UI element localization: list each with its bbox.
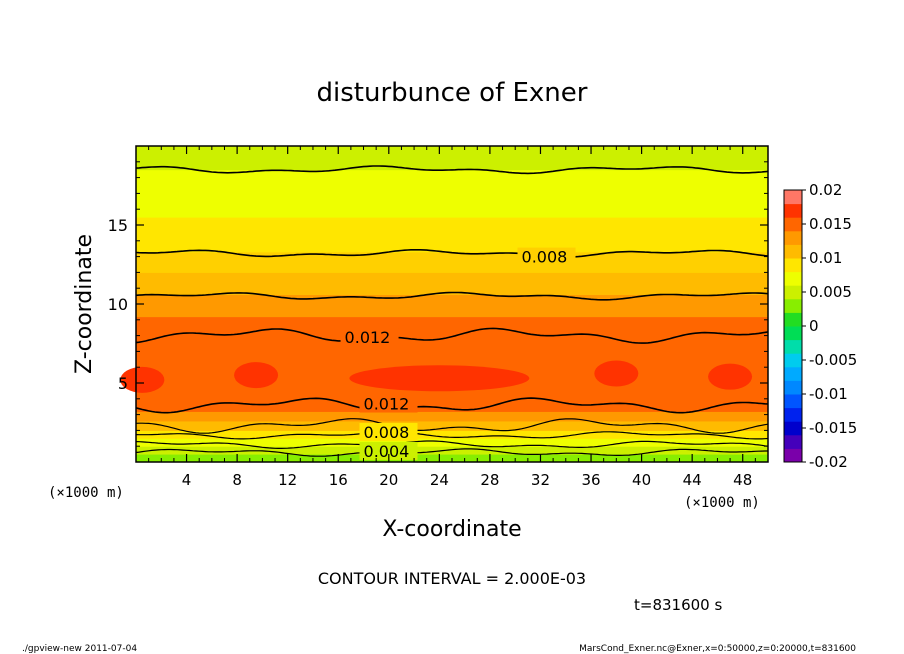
colorbar-swatch	[784, 434, 802, 449]
x-tick-label: 24	[430, 471, 449, 489]
contour-line	[135, 165, 769, 175]
contour-band	[136, 169, 768, 218]
colorbar-swatch	[784, 380, 802, 395]
x-tick-label: 12	[278, 471, 297, 489]
colorbar-swatch	[784, 244, 802, 259]
colorbar-swatch	[784, 190, 802, 205]
contour-line	[135, 397, 769, 414]
colorbar-swatch	[784, 217, 802, 232]
colorbar-swatch	[784, 312, 802, 327]
colorbar-label: -0.02	[809, 453, 848, 471]
footer-right: MarsCond_Exner.nc@Exner,x=0:50000,z=0:20…	[579, 644, 856, 654]
colorbar-label: -0.015	[809, 419, 857, 437]
contour-band	[136, 272, 768, 296]
contour-label-bg	[359, 441, 418, 460]
colorbar-swatch	[784, 366, 802, 381]
contour-label: 0.008	[364, 423, 410, 442]
colorbar-swatch	[784, 203, 802, 218]
contour-label: 0.008	[522, 248, 568, 267]
contour-label: 0.004	[364, 442, 410, 461]
x-axis-ticks: 4 8 12 16 20 24 28 32 36 40 44 48	[148, 146, 756, 489]
peak-region	[708, 363, 753, 390]
contour-label-bg	[359, 394, 418, 413]
colorbar-swatch	[784, 271, 802, 286]
peak-region	[120, 366, 165, 393]
x-tick-label: 20	[379, 471, 398, 489]
y-tick-label: 15	[108, 216, 128, 235]
contour-line	[135, 448, 768, 457]
colorbar-swatch	[784, 407, 802, 422]
x-tick-label: 16	[329, 471, 348, 489]
colorbar-label: 0.01	[809, 249, 842, 267]
contour-band	[136, 294, 768, 318]
contour-line	[135, 291, 769, 301]
peak-region	[234, 362, 279, 389]
y-axis-label: Z-coordinate	[72, 234, 97, 374]
footer-left: ./gpview-new 2011-07-04	[22, 644, 137, 654]
contour-band	[136, 411, 768, 422]
contour-line	[135, 327, 769, 344]
colorbar-swatch	[784, 230, 802, 245]
colorbar-label: 0	[809, 317, 819, 335]
contour-band	[136, 430, 768, 439]
contour-band	[136, 316, 768, 337]
colorbar	[783, 189, 803, 463]
colorbar-swatch	[784, 421, 802, 436]
colorbar-label: -0.005	[809, 351, 857, 369]
x-axis-label: X-coordinate	[382, 517, 521, 542]
contour-label-bg	[340, 328, 399, 347]
contour-band	[136, 420, 768, 431]
x-tick-label: 28	[480, 471, 499, 489]
y-axis-ticks: 5 10 15	[108, 161, 768, 447]
contour-band	[136, 251, 768, 273]
contour-lines	[135, 165, 769, 457]
contour-band	[136, 146, 768, 171]
contour-label: 0.012	[345, 328, 391, 347]
x-tick-label: 4	[182, 471, 192, 489]
contour-band	[136, 401, 768, 412]
colorbar-swatch	[784, 353, 802, 368]
contour-interval: CONTOUR INTERVAL = 2.000E-03	[318, 569, 586, 588]
y-tick-label: 5	[118, 374, 128, 393]
x-tick-label: 40	[632, 471, 651, 489]
x-unit-right: (×1000 m)	[684, 495, 760, 511]
contour-label: 0.012	[364, 395, 410, 414]
colorbar-label: 0.015	[809, 215, 852, 233]
x-tick-label: 44	[683, 471, 702, 489]
x-unit-left: (×1000 m)	[48, 485, 124, 501]
colorbar-swatch	[784, 326, 802, 341]
x-tick-label: 36	[581, 471, 600, 489]
chart-title: disturbunce of Exner	[317, 78, 588, 108]
peak-region	[594, 360, 639, 387]
y-tick-label: 10	[108, 295, 128, 314]
colorbar-swatch	[784, 339, 802, 354]
contour-line	[135, 440, 769, 449]
x-tick-label: 8	[232, 471, 242, 489]
contour-label-bg	[517, 247, 576, 266]
colorbar-label: -0.01	[809, 385, 848, 403]
colorbar-swatch	[784, 394, 802, 409]
colorbar-swatch	[784, 258, 802, 273]
contour-band	[136, 446, 768, 455]
contour-label-bg	[359, 422, 418, 441]
plot-area	[120, 146, 768, 463]
colorbar-swatch	[784, 285, 802, 300]
peak-region	[349, 365, 530, 392]
colorbar-label: 0.02	[809, 181, 842, 199]
contour-band	[136, 217, 768, 253]
contour-line	[135, 418, 769, 434]
contour-line	[135, 249, 769, 258]
contour-line	[135, 431, 769, 440]
x-tick-label: 48	[733, 471, 752, 489]
time-label: t=831600 s	[634, 596, 722, 614]
colorbar-swatch	[784, 298, 802, 313]
x-tick-label: 32	[531, 471, 550, 489]
colorbar-swatch	[784, 448, 802, 463]
colorbar-labels: 0.02 0.015 0.01 0.005 0 -0.005 -0.01 -0.015 -0.0…	[802, 181, 857, 471]
colorbar-label: 0.005	[809, 283, 852, 301]
